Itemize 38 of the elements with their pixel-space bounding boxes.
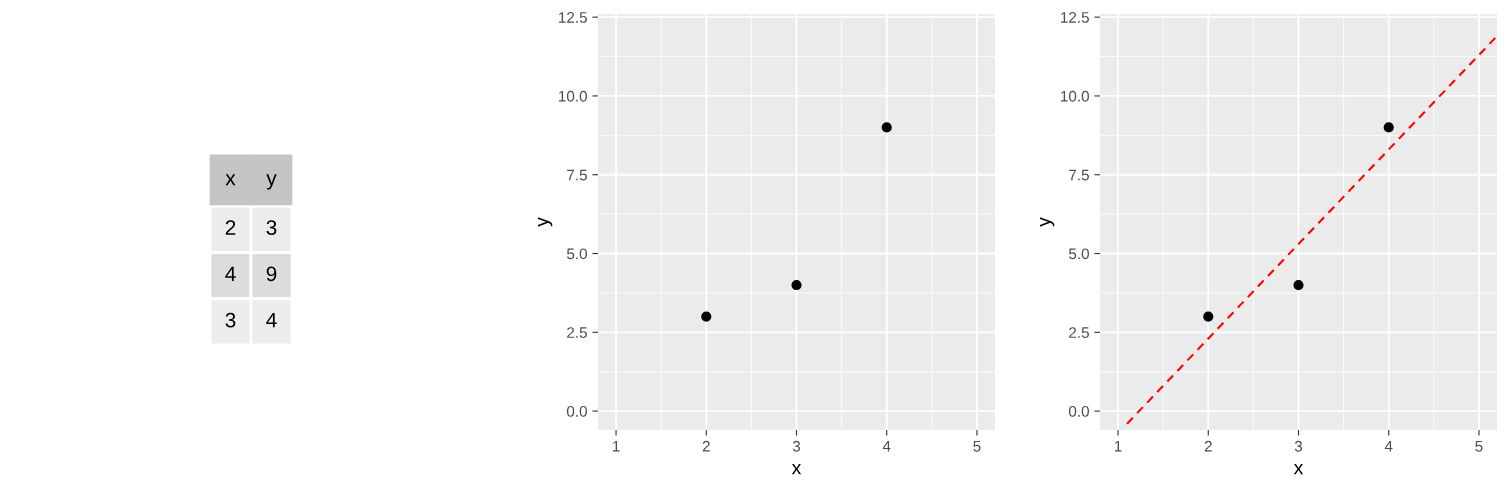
x-tick-label: 1	[612, 440, 620, 452]
x-tick-label: 4	[882, 440, 891, 452]
data-label: 3	[225, 312, 236, 328]
x-tick-label: 2	[702, 440, 710, 452]
point	[1383, 122, 1394, 133]
x-tick-label: 4	[1384, 440, 1393, 452]
x-axis-title: x	[1293, 464, 1304, 475]
point	[1203, 311, 1214, 322]
y-tick-label: 12.5	[1061, 12, 1089, 23]
y-tick-label: 7.5	[567, 169, 587, 181]
point	[791, 279, 802, 291]
y-axis-title: y	[537, 217, 553, 227]
y-tick-label: 2.5	[1069, 327, 1089, 338]
x-tick-label: 5	[973, 440, 981, 452]
data-label: 4	[225, 266, 236, 282]
x-tick-label: 1	[1114, 440, 1122, 452]
x-tick-label: 2	[1204, 440, 1212, 452]
y-tick-label: 10.0	[1061, 90, 1089, 102]
x-tick-label: 3	[792, 440, 801, 452]
point	[701, 311, 712, 322]
y-tick-label: 12.5	[559, 12, 587, 23]
y-tick-label: 0.0	[1068, 405, 1089, 417]
x-tick-label: 3	[1294, 440, 1303, 452]
y-tick-label: 7.5	[1069, 169, 1089, 181]
y-tick-label: 2.5	[567, 327, 587, 338]
point	[881, 122, 892, 133]
y-tick-label: 5.0	[1068, 248, 1089, 260]
y-tick-label: 10.0	[559, 90, 587, 102]
data-label: 3	[266, 220, 277, 235]
x-axis-title: x	[791, 464, 802, 475]
data-label: 2	[225, 220, 236, 235]
point	[1293, 279, 1304, 291]
y-tick-label: 5.0	[566, 248, 587, 260]
y-axis-title: y	[1039, 217, 1055, 227]
data-label: 9	[266, 266, 277, 282]
y-tick-label: 0.0	[566, 405, 587, 417]
x-tick-label: 5	[1475, 440, 1483, 452]
data-label: 4	[266, 312, 277, 328]
